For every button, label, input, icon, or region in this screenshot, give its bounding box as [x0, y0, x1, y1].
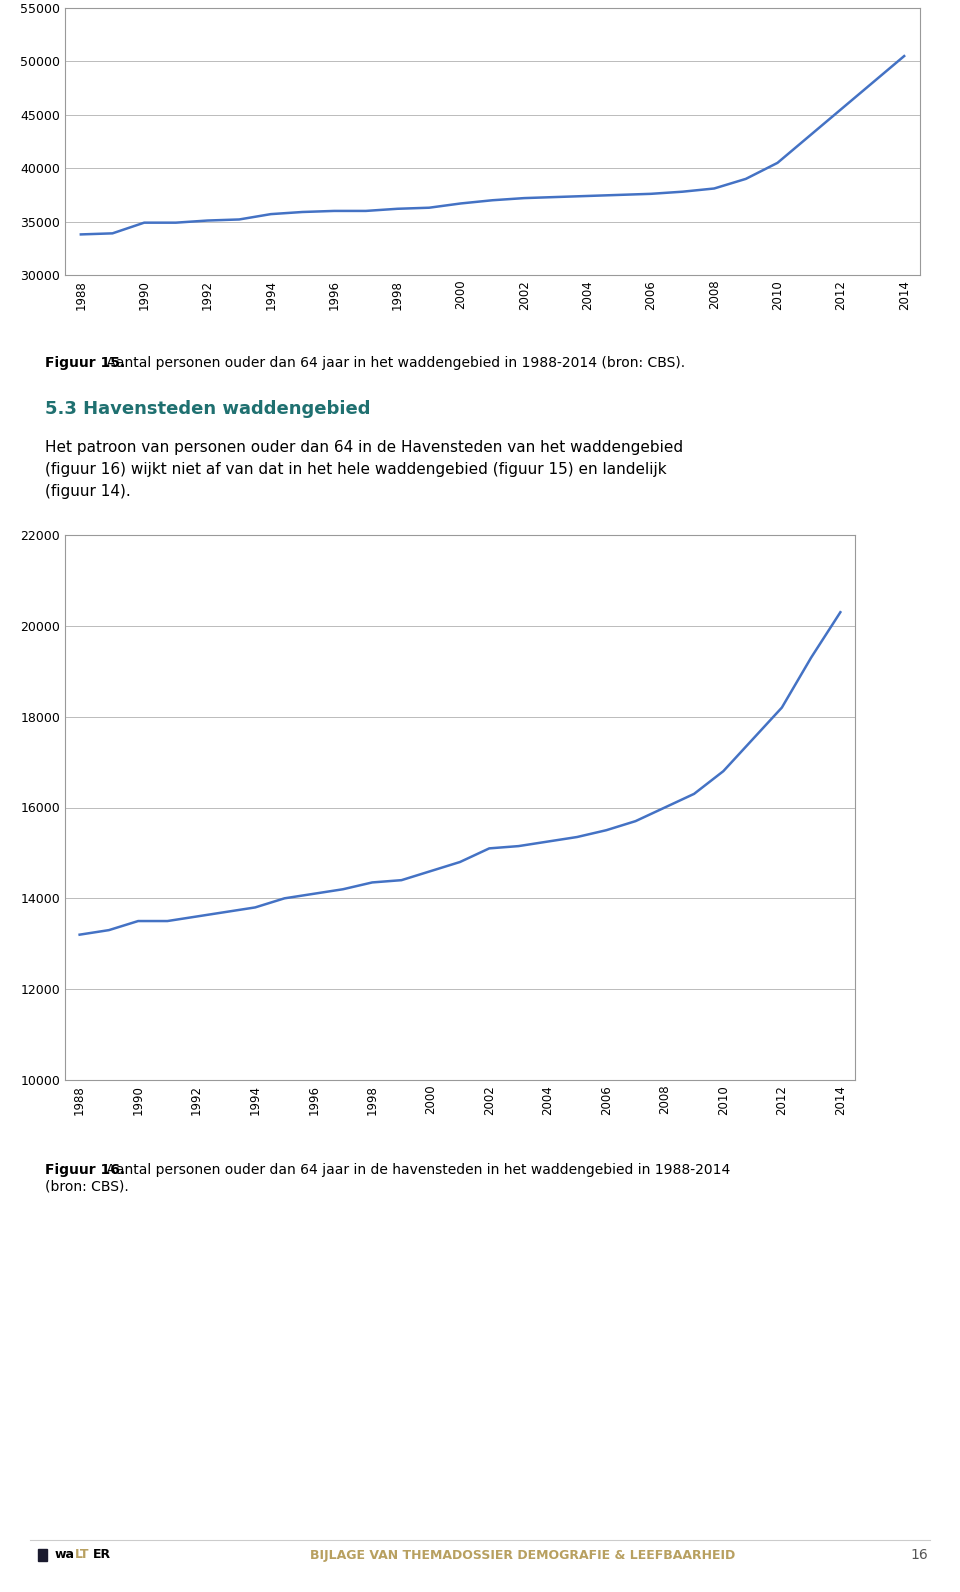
Text: Figuur 16.: Figuur 16. — [45, 1164, 125, 1176]
Text: Aantal personen ouder dan 64 jaar in het waddengebied in 1988-2014 (bron: CBS).: Aantal personen ouder dan 64 jaar in het… — [102, 357, 684, 369]
Text: (figuur 14).: (figuur 14). — [45, 484, 131, 498]
Text: ER: ER — [93, 1549, 111, 1562]
Text: 5.3 Havensteden waddengebied: 5.3 Havensteden waddengebied — [45, 400, 371, 419]
Text: (figuur 16) wijkt niet af van dat in het hele waddengebied (figuur 15) en landel: (figuur 16) wijkt niet af van dat in het… — [45, 462, 666, 478]
Text: 16: 16 — [910, 1547, 928, 1562]
Text: Figuur 15.: Figuur 15. — [45, 357, 125, 369]
Text: LT: LT — [75, 1549, 89, 1562]
Text: Aantal personen ouder dan 64 jaar in de havensteden in het waddengebied in 1988-: Aantal personen ouder dan 64 jaar in de … — [102, 1164, 730, 1176]
Text: Het patroon van personen ouder dan 64 in de Havensteden van het waddengebied: Het patroon van personen ouder dan 64 in… — [45, 439, 684, 455]
Text: wa: wa — [55, 1549, 75, 1562]
Text: BIJLAGE VAN THEMADOSSIER DEMOGRAFIE & LEEFBAARHEID: BIJLAGE VAN THEMADOSSIER DEMOGRAFIE & LE… — [310, 1549, 735, 1562]
Text: (bron: CBS).: (bron: CBS). — [45, 1180, 129, 1192]
